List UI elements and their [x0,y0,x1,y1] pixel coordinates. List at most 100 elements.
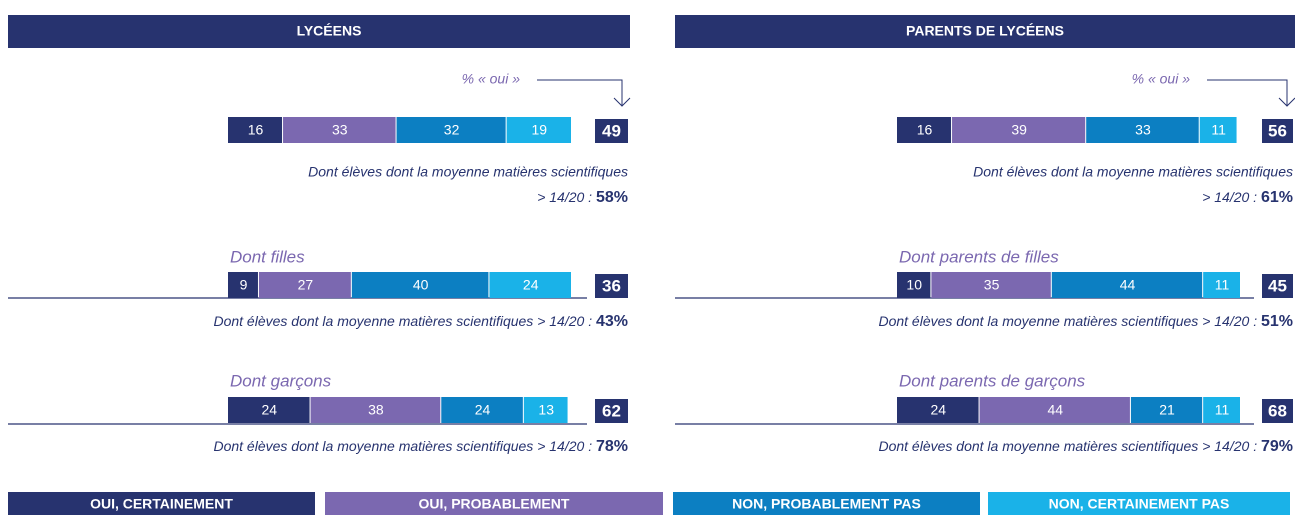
total-box [595,119,628,143]
segment-label: 11 [1215,402,1230,418]
header-bar [675,15,1295,48]
segment-label: 24 [930,402,946,418]
bar-segment [228,272,258,298]
legend-label: OUI, PROBABLEMENT [419,496,570,512]
legend-box [8,492,315,515]
segment-label: 35 [984,277,1000,293]
bar-segment [897,117,952,143]
segment-label: 11 [1211,122,1226,138]
total-label: 36 [602,276,621,295]
segment-label: 16 [917,122,933,138]
total-box [1262,399,1293,423]
segment-label: 24 [475,402,491,418]
note-value: 51% [1261,313,1293,330]
note: Dont élèves dont la moyenne matières sci… [878,313,1293,331]
annotation: % « oui » [1132,71,1191,87]
segment-label: 39 [1011,122,1027,138]
segment-label: 38 [368,402,384,418]
note-value: 78% [596,438,628,455]
row-label: Dont garçons [230,371,332,390]
total-label: 49 [602,121,621,140]
total-label: 68 [1268,401,1287,420]
segment-label: 13 [538,402,554,418]
bar-segment [897,397,979,423]
bar-segment [489,272,571,298]
segment-label: 44 [1120,277,1136,293]
bar-segment [228,397,310,423]
note-text: Dont élèves dont la moyenne matières sci… [213,313,592,329]
bar-segment [897,272,931,298]
annotation-arrow [1207,79,1295,107]
note-text: Dont élèves dont la moyenne matières sci… [213,438,592,454]
bar-segment [1130,397,1203,423]
legend-box [673,492,980,515]
note-text: > 14/20 : [537,189,592,205]
bar-segment [523,397,568,423]
total-box [595,399,628,423]
annotation: % « oui » [462,71,521,87]
bar-segment [952,117,1086,143]
note-text: Dont élèves dont la moyenne matières sci… [878,438,1257,454]
note-value: 79% [1261,438,1293,455]
note-text: Dont élèves dont la moyenne matières sci… [878,313,1257,329]
row-label: Dont parents de garçons [899,371,1086,390]
legend-label: OUI, CERTAINEMENT [90,496,233,512]
segment-label: 19 [532,122,548,138]
note: Dont élèves dont la moyenne matières sci… [213,438,628,456]
segment-label: 11 [1215,277,1230,293]
note: Dont élèves dont la moyenne matières sci… [308,164,628,180]
note: Dont élèves dont la moyenne matières sci… [878,438,1293,456]
bar-segment [228,117,283,143]
note: Dont élèves dont la moyenne matières sci… [973,164,1293,180]
bar-segment [979,397,1130,423]
annotation-arrow [537,79,631,107]
note-value: 58% [596,189,628,206]
bar-segment [1203,397,1240,423]
note: > 14/20 : 58% [537,189,628,207]
note: > 14/20 : 61% [1202,189,1293,207]
total-box [595,274,628,298]
bar-segment [310,397,441,423]
legend-box [988,492,1290,515]
total-label: 62 [602,401,621,420]
legend-label: NON, PROBABLEMENT PAS [732,496,921,512]
legend-box [325,492,663,515]
bar-segment [1051,272,1203,298]
header-title: PARENTS DE LYCÉENS [906,23,1064,39]
segment-label: 16 [248,122,264,138]
segment-label: 10 [906,277,922,293]
segment-label: 21 [1159,402,1175,418]
bar-segment [283,117,396,143]
bar-segment [396,117,506,143]
bar-segment [1086,117,1199,143]
total-label: 56 [1268,121,1287,140]
segment-label: 24 [261,402,277,418]
bar-segment [441,397,523,423]
bar-segment [351,272,489,298]
segment-label: 32 [444,122,460,138]
segment-label: 33 [332,122,348,138]
note-value: 61% [1261,189,1293,206]
segment-label: 33 [1135,122,1151,138]
header-title: LYCÉENS [297,23,362,39]
row-label: Dont parents de filles [899,247,1059,266]
note: Dont élèves dont la moyenne matières sci… [213,313,628,331]
row-label: Dont filles [230,247,305,266]
bar-segment [1203,272,1240,298]
segment-label: 24 [523,277,539,293]
bar-segment [506,117,571,143]
bar-segment [1199,117,1237,143]
header-bar [8,15,630,48]
segment-label: 9 [240,277,248,293]
segment-label: 40 [413,277,429,293]
note-text: > 14/20 : [1202,189,1257,205]
segment-label: 27 [298,277,314,293]
total-box [1262,274,1293,298]
total-label: 45 [1268,276,1287,295]
total-box [1262,119,1293,143]
segment-label: 44 [1047,402,1063,418]
bar-segment [258,272,351,298]
note-value: 43% [596,313,628,330]
legend-label: NON, CERTAINEMENT PAS [1049,496,1230,512]
